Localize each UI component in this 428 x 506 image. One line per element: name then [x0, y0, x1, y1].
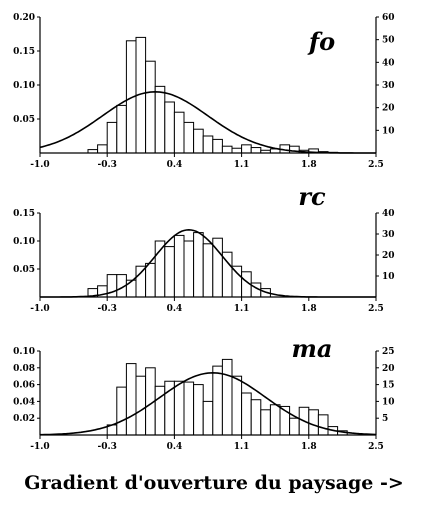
x-tick-label: 1.1	[234, 304, 250, 314]
bar	[125, 363, 137, 436]
bar	[135, 265, 147, 298]
bar	[212, 138, 223, 154]
bar	[241, 144, 252, 154]
y-tick-label-left: 0.15	[13, 209, 35, 219]
panel-rc: -1.0 -0.3 0.4 1.1 1.8 2.5 0.05 0.10 0.15 10 20 30 40…	[13, 182, 394, 314]
x-tick-label: 0.4	[167, 442, 183, 452]
bar	[202, 400, 214, 436]
x-tick-label: 1.1	[234, 160, 250, 170]
bar	[164, 101, 175, 154]
bar	[173, 111, 185, 154]
x-tick-label: 0.4	[167, 160, 183, 170]
y-tick-label-left: 0.06	[13, 381, 35, 391]
x-tick-label: 2.5	[368, 442, 384, 452]
x-tick-label: 2.5	[368, 160, 384, 170]
bar	[135, 375, 147, 436]
x-tick-label: -0.3	[97, 442, 116, 452]
bar	[173, 234, 185, 298]
y-tick-label-left: 0.08	[13, 364, 35, 374]
bar	[221, 358, 233, 436]
bar	[202, 135, 214, 154]
y-tick-label-left: 0.02	[13, 414, 35, 424]
y-tick-label-left: 0.20	[13, 13, 35, 23]
bar	[221, 145, 233, 154]
bar	[231, 265, 243, 298]
y-tick-label-right: 5	[382, 414, 388, 424]
x-tick-label: 1.8	[301, 442, 317, 452]
x-tick-label: 1.8	[301, 304, 317, 314]
y-tick-label-left: 0.05	[13, 265, 35, 275]
x-tick-label: -1.0	[30, 160, 49, 170]
y-tick-label-right: 15	[382, 381, 395, 391]
panel-title: fo	[307, 27, 335, 56]
bar	[193, 384, 204, 436]
x-tick-label: 2.5	[368, 304, 384, 314]
bar	[250, 147, 262, 154]
y-tick-label-right: 10	[382, 397, 395, 407]
bar	[193, 232, 204, 298]
y-tick-label-right: 25	[382, 347, 395, 357]
y-tick-label-right: 50	[382, 36, 395, 46]
x-tick-label: 1.8	[301, 160, 317, 170]
bar	[145, 262, 156, 298]
bar	[183, 121, 195, 154]
y-tick-label-right: 10	[382, 272, 395, 282]
bar	[116, 386, 127, 436]
bar	[106, 121, 118, 154]
x-tick-label: -0.3	[97, 304, 116, 314]
y-tick-label-right: 40	[382, 58, 395, 68]
x-tick-label: -0.3	[97, 160, 116, 170]
fitted-curve	[40, 371, 377, 436]
y-tick-label-right: 60	[382, 13, 395, 23]
bar	[145, 60, 156, 154]
y-tick-label-left: 0.10	[13, 81, 35, 91]
x-tick-label: 0.4	[167, 304, 183, 314]
bar	[154, 385, 166, 436]
bar	[212, 365, 223, 436]
bar	[125, 279, 137, 298]
panel-fo: -1.0 -0.3 0.4 1.1 1.8 2.5 0.05 0.10 0.15 0.20 10 20…	[13, 13, 394, 170]
bar	[164, 380, 175, 436]
x-tick-label: -1.0	[30, 304, 49, 314]
panel-ma: -1.0 -0.3 0.4 1.1 1.8 2.5 0.02 0.04 0.06 0.08 0.10…	[13, 334, 394, 452]
bar	[116, 104, 127, 154]
y-tick-label-left: 0.15	[13, 47, 35, 57]
y-tick-label-right: 30	[382, 81, 395, 91]
bar	[173, 380, 185, 436]
bar	[202, 243, 214, 298]
y-tick-label-right: 20	[382, 251, 395, 261]
y-tick-label-left: 0.04	[13, 397, 35, 407]
y-tick-label-left: 0.05	[13, 115, 35, 125]
bar	[308, 409, 319, 436]
x-tick-label: 1.1	[234, 442, 250, 452]
bar	[154, 85, 166, 154]
bar	[231, 375, 243, 436]
panel-title: ma	[292, 334, 333, 363]
y-tick-label-right: 20	[382, 364, 395, 374]
y-tick-label-right: 30	[382, 230, 395, 240]
x-axis-label: Gradient d'ouverture du paysage ->	[24, 472, 404, 494]
bar	[269, 404, 281, 436]
y-tick-label-right: 40	[382, 209, 395, 219]
bar	[289, 417, 300, 436]
bar	[183, 240, 195, 298]
y-tick-label-left: 0.10	[13, 237, 35, 247]
bar	[231, 147, 243, 154]
panel-title: rc	[298, 182, 326, 211]
x-tick-label: -1.0	[30, 442, 49, 452]
bar	[260, 409, 271, 436]
y-tick-label-right: 20	[382, 104, 395, 114]
bar	[193, 128, 204, 154]
bar	[164, 246, 175, 298]
bar	[97, 144, 108, 154]
y-tick-label-left: 0.10	[13, 347, 35, 357]
bar	[317, 414, 329, 436]
bar	[183, 381, 195, 436]
bar	[250, 399, 262, 436]
bar	[241, 392, 252, 436]
y-tick-label-right: 10	[382, 126, 395, 136]
